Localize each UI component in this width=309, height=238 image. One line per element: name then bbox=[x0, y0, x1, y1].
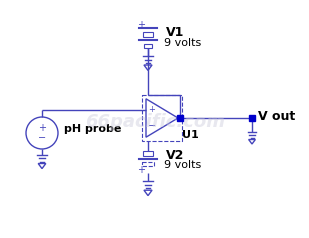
Text: 9 volts: 9 volts bbox=[164, 38, 201, 48]
Bar bbox=[142, 95, 182, 141]
Text: +: + bbox=[137, 20, 145, 30]
Text: V out: V out bbox=[258, 109, 295, 123]
Text: pH probe: pH probe bbox=[64, 124, 121, 134]
Text: +: + bbox=[149, 105, 155, 114]
Text: V1: V1 bbox=[166, 25, 184, 39]
Bar bbox=[143, 151, 153, 156]
Text: +: + bbox=[137, 165, 145, 175]
Bar bbox=[143, 32, 153, 37]
Bar bbox=[144, 44, 152, 48]
Text: −: − bbox=[148, 121, 156, 131]
Text: U1: U1 bbox=[182, 130, 199, 140]
Text: V2: V2 bbox=[166, 149, 184, 162]
Text: −: − bbox=[38, 133, 46, 143]
Text: 9 volts: 9 volts bbox=[164, 160, 201, 170]
Text: 66pacific.com: 66pacific.com bbox=[85, 113, 225, 131]
Bar bbox=[142, 162, 154, 166]
Text: +: + bbox=[38, 123, 46, 133]
